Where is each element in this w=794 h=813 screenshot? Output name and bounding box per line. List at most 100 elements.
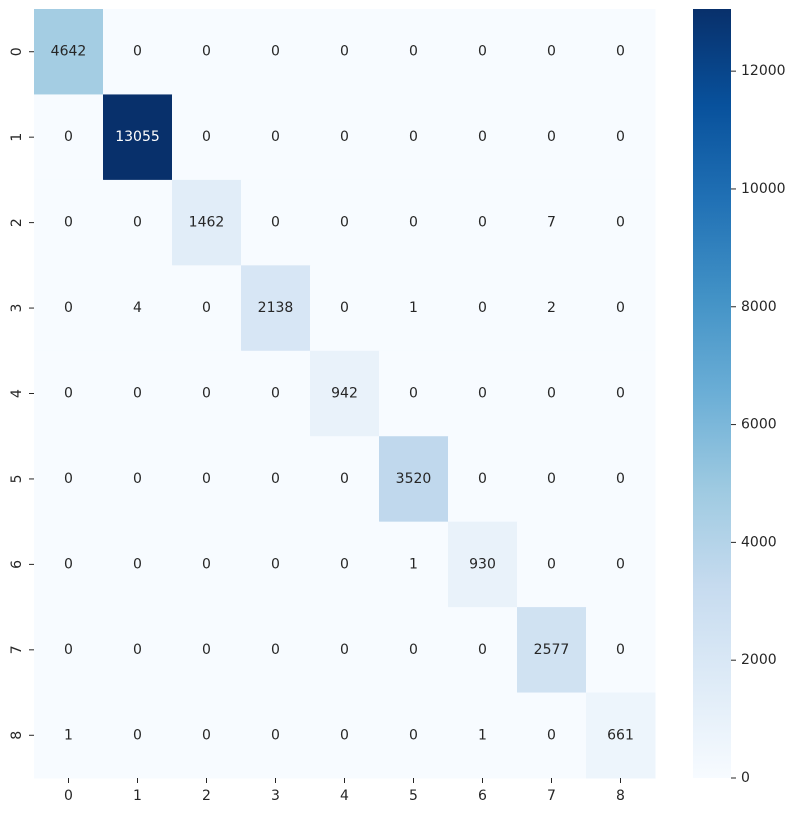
y-tick-label: 7: [9, 645, 25, 654]
cell-value-r1-c4: 0: [340, 129, 349, 145]
heatmap-cell-r3-c6: [448, 265, 518, 352]
cell-value-r2-c1: 0: [133, 215, 142, 231]
heatmap-cell-r0-c2: [172, 9, 242, 95]
heatmap-cell-r4-c4: [310, 350, 380, 437]
heatmap-cell-r8-c6: [448, 692, 518, 779]
cell-value-r0-c7: 0: [547, 44, 556, 60]
y-tick-label: 2: [9, 218, 25, 227]
x-tick-label: 6: [478, 788, 487, 804]
cell-value-r4-c3: 0: [271, 386, 280, 402]
cell-value-r1-c2: 0: [202, 129, 211, 145]
heatmap-cell-r0-c4: [310, 9, 380, 95]
cell-value-r2-c4: 0: [340, 215, 349, 231]
heatmap-cell-r7-c4: [310, 607, 380, 694]
heatmap-cell-r0-c6: [448, 9, 518, 95]
cell-value-r6-c8: 0: [616, 556, 625, 572]
cell-value-r3-c3: 2138: [258, 300, 294, 316]
heatmap-cell-r1-c8: [586, 94, 656, 181]
colorbar-tick-label: 12000: [741, 63, 786, 79]
cell-value-r6-c4: 0: [340, 556, 349, 572]
cell-value-r7-c5: 0: [409, 642, 418, 658]
cell-value-r8-c0: 1: [64, 727, 73, 743]
cell-value-r8-c8: 661: [607, 727, 634, 743]
cell-value-r3-c6: 0: [478, 300, 487, 316]
heatmap-cell-r7-c3: [241, 607, 311, 694]
y-tick-label: 0: [9, 47, 25, 56]
heatmap-cell-r2-c2: [172, 179, 242, 266]
cell-value-r7-c1: 0: [133, 642, 142, 658]
cell-value-r7-c0: 0: [64, 642, 73, 658]
heatmap-cell-r6-c0: [34, 521, 104, 608]
cell-value-r7-c7: 2577: [534, 642, 570, 658]
heatmap-cell-r3-c8: [586, 265, 656, 352]
cell-value-r7-c3: 0: [271, 642, 280, 658]
cell-value-r4-c7: 0: [547, 386, 556, 402]
cell-value-r4-c2: 0: [202, 386, 211, 402]
cell-value-r0-c3: 0: [271, 44, 280, 60]
colorbar-ticks: 0 2000 4000 6000 8000 10000 12000: [731, 63, 786, 786]
x-tick-label: 2: [202, 788, 211, 804]
cell-value-r6-c6: 930: [469, 556, 496, 572]
cell-value-r6-c1: 0: [133, 556, 142, 572]
cell-value-r5-c5: 3520: [396, 471, 432, 487]
cell-value-r5-c6: 0: [478, 471, 487, 487]
heatmap-cell-r7-c7: [517, 607, 587, 694]
colorbar-tick-label: 4000: [741, 534, 777, 550]
heatmap-cell-r1-c1: [103, 94, 173, 181]
cell-value-r5-c1: 0: [133, 471, 142, 487]
heatmap-cell-r1-c5: [379, 94, 449, 181]
heatmap-cell-r5-c0: [34, 436, 104, 523]
cell-value-r4-c5: 0: [409, 386, 418, 402]
heatmap-cell-r5-c3: [241, 436, 311, 523]
y-tick-label: 8: [9, 731, 25, 740]
cell-value-r3-c4: 0: [340, 300, 349, 316]
heatmap-cell-r6-c1: [103, 521, 173, 608]
cell-value-r0-c8: 0: [616, 44, 625, 60]
heatmap-cell-r3-c5: [379, 265, 449, 352]
heatmap-cell-r8-c7: [517, 692, 587, 779]
cell-value-r3-c1: 4: [133, 300, 142, 316]
heatmap-cell-r3-c7: [517, 265, 587, 352]
heatmap-cell-r2-c8: [586, 179, 656, 266]
heatmap-cell-r7-c2: [172, 607, 242, 694]
heatmap-cell-r4-c3: [241, 350, 311, 437]
cell-value-r3-c0: 0: [64, 300, 73, 316]
heatmap-cell-r2-c4: [310, 179, 380, 266]
cell-value-r4-c0: 0: [64, 386, 73, 402]
heatmap-cell-r8-c3: [241, 692, 311, 779]
y-tick-label: 1: [9, 133, 25, 142]
heatmap-cell-r6-c2: [172, 521, 242, 608]
heatmap-cell-r6-c3: [241, 521, 311, 608]
cell-value-r6-c0: 0: [64, 556, 73, 572]
x-axis-ticks: 0 1 2 3 4 5 6 7 8: [64, 778, 625, 804]
cell-value-r1-c8: 0: [616, 129, 625, 145]
heatmap-cell-r0-c7: [517, 9, 587, 95]
heatmap-cell-r0-c1: [103, 9, 173, 95]
y-tick-label: 3: [9, 304, 25, 313]
heatmap-cell-r3-c4: [310, 265, 380, 352]
cell-value-r8-c1: 0: [133, 727, 142, 743]
cell-value-r2-c7: 7: [547, 215, 556, 231]
x-tick-label: 1: [133, 788, 142, 804]
heatmap-cell-r5-c5: [379, 436, 449, 523]
heatmap-cell-r0-c0: [34, 9, 104, 95]
heatmap-cell-r1-c3: [241, 94, 311, 181]
heatmap-cell-r1-c6: [448, 94, 518, 181]
cell-value-r2-c8: 0: [616, 215, 625, 231]
heatmap-cell-r6-c4: [310, 521, 380, 608]
cell-value-r2-c6: 0: [478, 215, 487, 231]
cell-value-r8-c3: 0: [271, 727, 280, 743]
cell-value-r1-c1: 13055: [115, 129, 160, 145]
heatmap-cell-r2-c3: [241, 179, 311, 266]
cell-value-r6-c5: 1: [409, 556, 418, 572]
heatmap-cell-r1-c7: [517, 94, 587, 181]
colorbar-tick-label: 0: [741, 770, 750, 786]
cell-value-r6-c2: 0: [202, 556, 211, 572]
cell-value-r7-c2: 0: [202, 642, 211, 658]
cell-value-r5-c0: 0: [64, 471, 73, 487]
cell-value-r1-c7: 0: [547, 129, 556, 145]
heatmap-cell-r2-c7: [517, 179, 587, 266]
heatmap-cell-r0-c5: [379, 9, 449, 95]
cell-value-r6-c7: 0: [547, 556, 556, 572]
cell-value-r1-c0: 0: [64, 129, 73, 145]
